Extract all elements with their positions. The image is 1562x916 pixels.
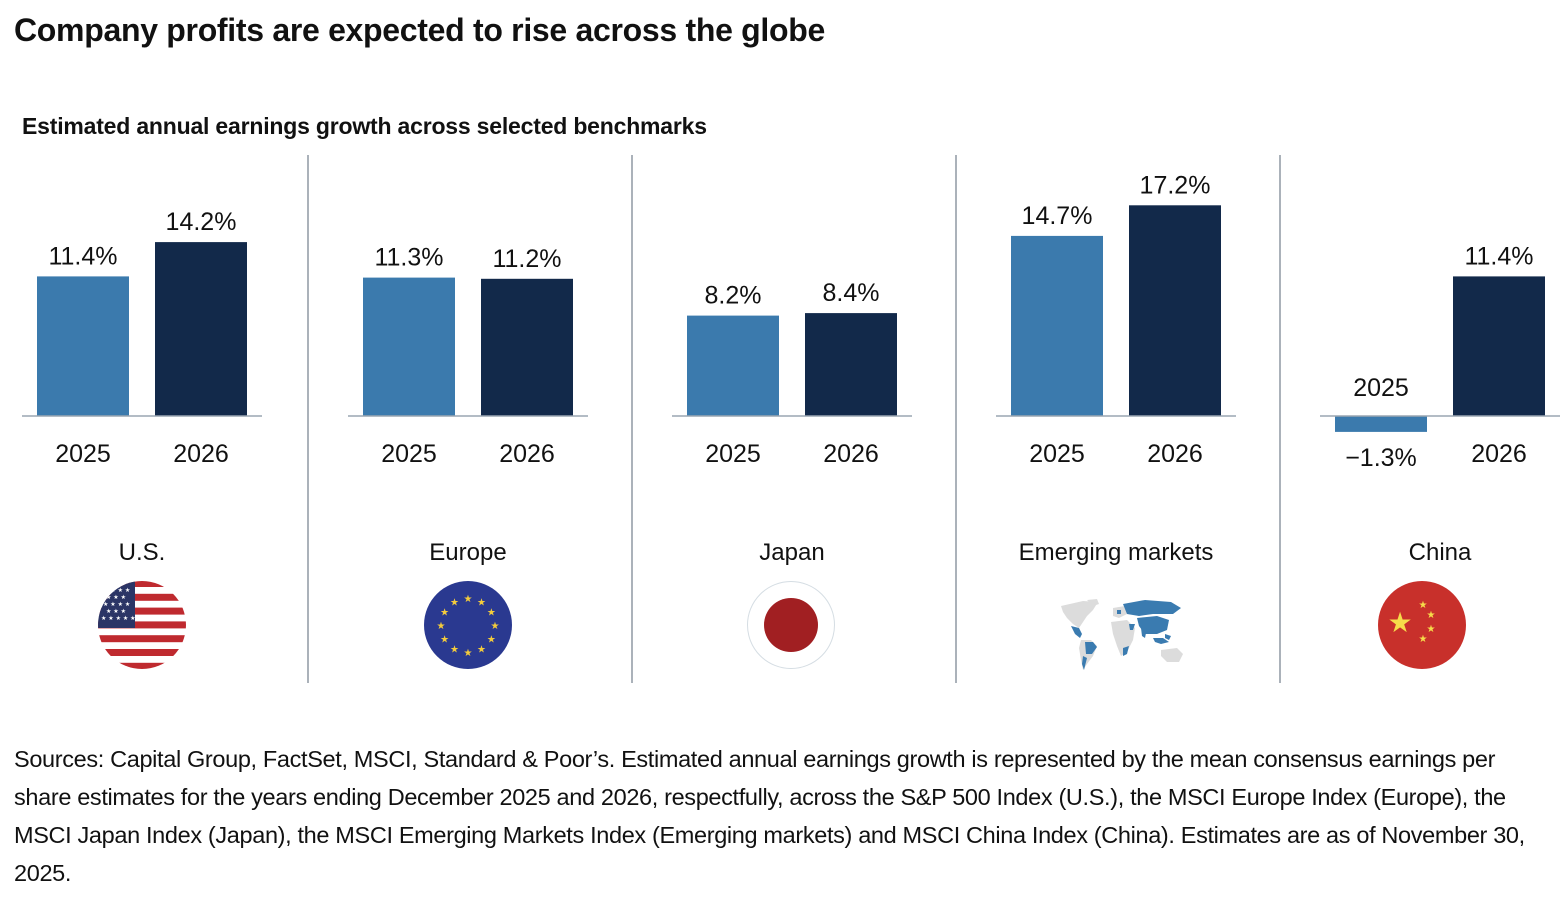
svg-text:★: ★ [1419, 600, 1428, 611]
bar-2025 [363, 277, 455, 416]
year-tick-label: 2025 [1353, 374, 1409, 402]
svg-text:★: ★ [450, 644, 459, 655]
svg-text:★ ★ ★ ★: ★ ★ ★ ★ [103, 587, 130, 594]
data-label: 11.2% [492, 245, 561, 273]
year-tick-label: 2026 [1147, 440, 1203, 468]
svg-text:★ ★ ★: ★ ★ ★ [106, 594, 126, 601]
svg-text:★: ★ [1427, 610, 1436, 621]
svg-text:★: ★ [464, 648, 473, 659]
svg-text:★ ★ ★ ★ ★: ★ ★ ★ ★ ★ [101, 615, 136, 622]
data-label: 11.4% [48, 242, 117, 270]
earnings-growth-chart: 11.4% 2025 14.2% 2026 U.S. 11.3% 2025 11.2% 2026… [22, 155, 1560, 683]
us-flag-icon: ★ ★ ★ ★ ★ ★ ★ ★ ★ ★ ★ ★ ★ ★ ★ ★ ★ ★ ★ [98, 581, 186, 669]
data-label: 8.2% [705, 282, 762, 310]
data-label: 8.4% [823, 279, 880, 307]
year-tick-label: 2026 [823, 440, 879, 468]
chart-title: Company profits are expected to rise acr… [14, 12, 826, 48]
year-tick-label: 2026 [173, 440, 229, 468]
data-label: −1.3% [1345, 444, 1417, 472]
eu-flag-icon: ★ ★★★★★★★★★★★ [424, 581, 512, 669]
svg-text:★: ★ [477, 644, 486, 655]
svg-text:★: ★ [1427, 624, 1436, 635]
svg-text:★: ★ [1419, 634, 1428, 645]
bar-2026 [1129, 205, 1221, 416]
bar-2026 [805, 313, 897, 416]
year-tick-label: 2025 [381, 440, 437, 468]
year-tick-label: 2025 [1029, 440, 1085, 468]
svg-text:★: ★ [487, 635, 496, 646]
year-tick-label: 2025 [705, 440, 761, 468]
region-label: China [1409, 539, 1472, 566]
world-map-icon [1061, 599, 1183, 670]
region-label: U.S. [119, 539, 166, 566]
region-label: Emerging markets [1019, 539, 1214, 566]
svg-text:★: ★ [477, 598, 486, 609]
year-tick-label: 2025 [55, 440, 111, 468]
bar-2026 [481, 278, 573, 416]
svg-text:★ ★ ★ ★: ★ ★ ★ ★ [103, 601, 130, 608]
japan-flag-icon [747, 581, 835, 669]
svg-text:★: ★ [450, 598, 459, 609]
bar-2025 [687, 315, 779, 416]
data-label: 11.3% [374, 244, 443, 272]
svg-text:★ ★ ★: ★ ★ ★ [106, 608, 126, 615]
svg-text:★: ★ [464, 594, 473, 605]
region-label: Europe [429, 539, 506, 566]
chart-subtitle: Estimated annual earnings growth across … [22, 113, 707, 139]
data-label: 17.2% [1140, 171, 1211, 199]
bar-2025 [1011, 235, 1103, 416]
bar-2025 [37, 276, 129, 417]
data-label: 14.2% [166, 208, 237, 236]
svg-text:★: ★ [440, 635, 449, 646]
data-label: 14.7% [1022, 202, 1093, 230]
region-label: Japan [759, 539, 824, 566]
svg-text:★: ★ [487, 608, 496, 619]
source-footnote: Sources: Capital Group, FactSet, MSCI, S… [14, 746, 1525, 886]
bar-2026 [1453, 276, 1545, 417]
svg-text:★: ★ [437, 621, 446, 632]
china-flag-icon: ★ ★ ★ ★ ★ [1378, 581, 1466, 669]
svg-text:★: ★ [491, 621, 500, 632]
data-label: 11.4% [1464, 242, 1533, 270]
year-tick-label: 2026 [499, 440, 555, 468]
bar-2025 [1335, 416, 1427, 432]
svg-text:★: ★ [1387, 606, 1412, 639]
bar-2026 [155, 242, 247, 416]
svg-text:★: ★ [440, 608, 449, 619]
year-tick-label: 2026 [1471, 440, 1527, 468]
